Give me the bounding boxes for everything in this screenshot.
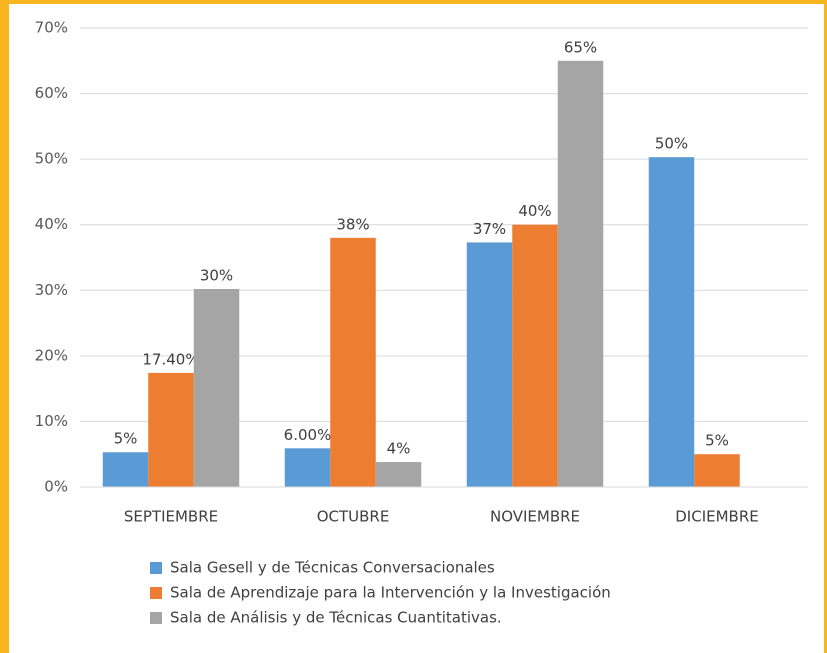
legend-swatch — [150, 587, 162, 599]
bar — [148, 372, 194, 487]
data-label: 6.00% — [284, 426, 332, 444]
legend-label: Sala de Análisis y de Técnicas Cuantitat… — [170, 609, 502, 627]
data-label: 17.40% — [142, 350, 199, 368]
bar — [284, 448, 331, 487]
data-label: 30% — [200, 266, 233, 284]
y-tick-label: 70% — [35, 19, 68, 37]
legend-swatch — [150, 562, 162, 574]
x-tick-label: DICIEMBRE — [675, 508, 758, 526]
bar — [466, 242, 513, 487]
x-tick-label: NOVIEMBRE — [490, 508, 580, 526]
bar — [193, 288, 240, 487]
bar — [694, 454, 740, 487]
data-label: 50% — [655, 135, 688, 153]
bar — [512, 224, 558, 487]
y-tick-label: 0% — [44, 478, 68, 496]
legend-label: Sala Gesell y de Técnicas Conversacional… — [170, 559, 495, 577]
data-label: 38% — [336, 215, 369, 233]
x-tick-label: OCTUBRE — [317, 508, 390, 526]
bar — [375, 462, 422, 487]
y-tick-label: 10% — [35, 412, 68, 430]
data-label: 5% — [114, 430, 138, 448]
legend-label: Sala de Aprendizaje para la Intervención… — [170, 584, 611, 602]
background — [9, 4, 824, 653]
data-label: 37% — [473, 220, 506, 238]
bar — [102, 452, 149, 487]
y-tick-label: 60% — [35, 84, 68, 102]
data-label: 4% — [387, 440, 411, 458]
bar — [648, 157, 695, 487]
y-tick-label: 30% — [35, 281, 68, 299]
data-label: 40% — [518, 202, 551, 220]
bar — [557, 60, 604, 488]
legend-swatch — [150, 612, 162, 624]
y-tick-label: 40% — [35, 215, 68, 233]
x-tick-label: SEPTIEMBRE — [124, 508, 218, 526]
bar — [330, 237, 376, 487]
data-label: 5% — [705, 432, 729, 450]
y-tick-label: 50% — [35, 150, 68, 168]
y-tick-label: 20% — [35, 346, 68, 364]
data-label: 65% — [564, 38, 597, 56]
